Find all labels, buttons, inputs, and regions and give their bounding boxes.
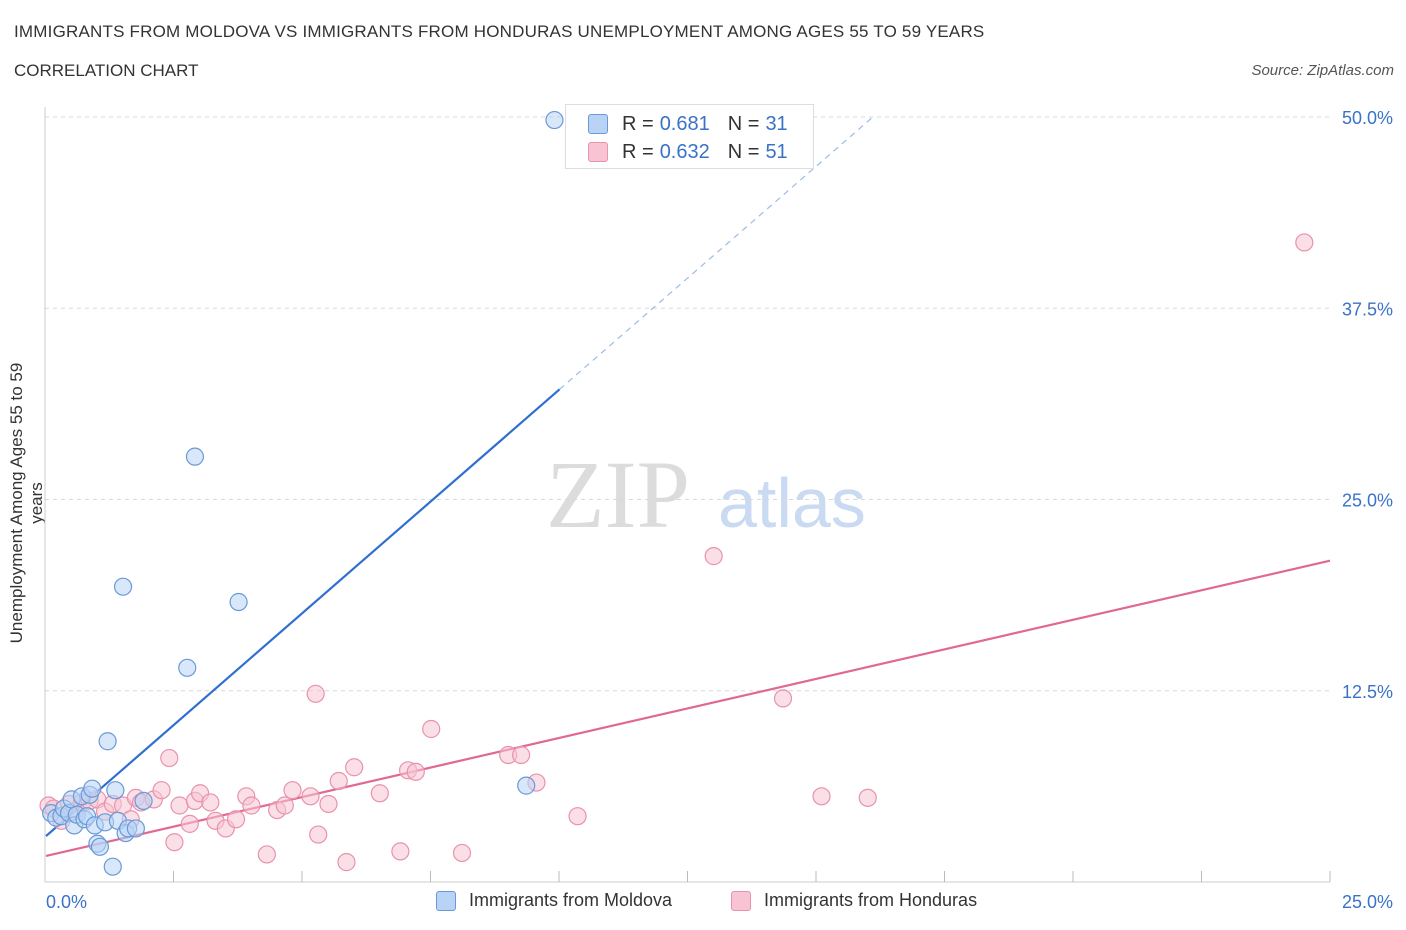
point-honduras (309, 825, 328, 844)
legend-swatch-honduras (588, 142, 608, 162)
series-legend-label: Immigrants from Moldova (469, 890, 673, 910)
point-honduras (370, 784, 389, 803)
point-honduras (275, 796, 294, 815)
series-legend-moldova: Immigrants from Moldova (436, 890, 672, 911)
legend-swatch-honduras (731, 890, 751, 911)
point-honduras (319, 794, 338, 814)
watermark-atlas: atlas (718, 464, 866, 542)
point-moldova (126, 819, 145, 838)
point-honduras (165, 833, 184, 852)
point-moldova (134, 791, 153, 811)
point-honduras (242, 796, 261, 815)
point-honduras (337, 853, 356, 872)
point-honduras (180, 814, 199, 833)
point-moldova (90, 837, 110, 856)
point-moldova (185, 447, 205, 466)
legend-r-value: 0.681 (659, 112, 710, 135)
legend-n-label: N = (727, 140, 760, 163)
point-moldova (178, 658, 197, 677)
stats-legend: R = 0.681 N = 31 R = 0.632 N = 51 (565, 104, 814, 169)
trend-line-moldova (45, 388, 561, 837)
point-honduras (704, 547, 723, 566)
point-honduras (160, 748, 179, 768)
watermark-zip: ZIP (546, 441, 690, 548)
point-honduras (345, 758, 364, 777)
point-honduras (306, 684, 325, 703)
series-legend-label: Immigrants from Honduras (764, 890, 978, 910)
point-honduras (511, 745, 531, 765)
point-honduras (1295, 233, 1314, 252)
legend-n-value: 51 (765, 140, 788, 163)
point-honduras (283, 781, 302, 800)
trend-line-moldova-extension (559, 116, 874, 390)
point-moldova (113, 577, 133, 596)
point-moldova (106, 781, 125, 800)
point-moldova (229, 592, 248, 612)
y-tick-label: 37.5% (1342, 299, 1393, 319)
point-honduras (773, 689, 793, 708)
y-tick-label: 25.0% (1342, 491, 1393, 511)
legend-swatch-moldova (588, 114, 608, 134)
chart-subtitle: CORRELATION CHART (14, 61, 199, 80)
point-moldova (103, 857, 122, 876)
x-tick-label: 25.0% (1342, 892, 1393, 912)
x-tick-label: 0.0% (46, 892, 87, 912)
legend-r-value: 0.632 (659, 140, 710, 163)
point-moldova (517, 776, 536, 795)
point-honduras (226, 810, 246, 829)
source-label: Source: ZipAtlas.com (1251, 62, 1394, 79)
point-moldova (98, 732, 117, 751)
point-honduras (391, 842, 410, 861)
point-honduras (406, 762, 425, 781)
legend-r-label: R = (622, 112, 654, 135)
legend-n-label: N = (727, 112, 760, 135)
point-honduras (152, 781, 171, 800)
point-honduras (858, 788, 877, 807)
point-honduras (422, 719, 441, 739)
y-tick-label: 12.5% (1342, 682, 1393, 702)
point-moldova (83, 779, 102, 798)
legend-row-honduras: R = 0.632 N = 51 (588, 141, 788, 163)
legend-r-label: R = (622, 140, 654, 163)
legend-swatch-moldova (436, 890, 456, 911)
point-honduras (329, 771, 348, 791)
point-moldova (545, 110, 564, 130)
legend-row-moldova: R = 0.681 N = 31 (588, 113, 788, 135)
y-tick-label: 50.0% (1342, 108, 1393, 128)
point-honduras (201, 793, 220, 812)
series-legend-honduras: Immigrants from Honduras (731, 890, 977, 911)
chart-title: IMMIGRANTS FROM MOLDOVA VS IMMIGRANTS FR… (14, 22, 985, 41)
point-honduras (301, 787, 320, 806)
point-honduras (257, 845, 276, 864)
legend-n-value: 31 (765, 112, 788, 135)
point-honduras (452, 843, 472, 863)
point-honduras (812, 787, 831, 806)
point-honduras (170, 796, 189, 815)
point-honduras (568, 807, 587, 826)
